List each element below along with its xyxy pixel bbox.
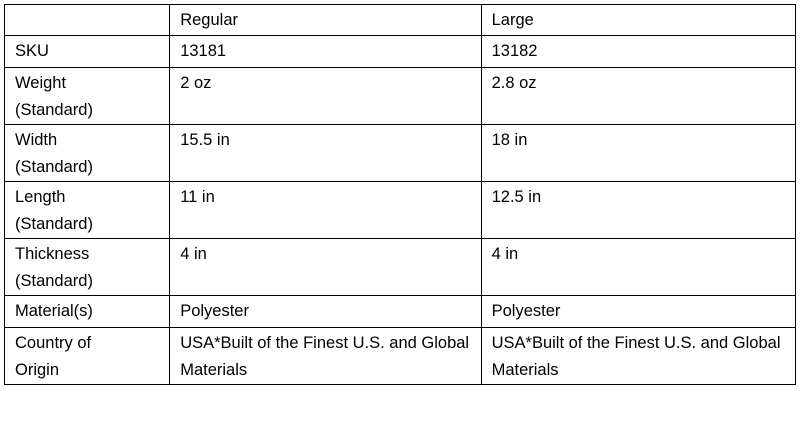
large-value: USA*Built of the Finest U.S. and Global … [480,327,797,385]
header-cell-empty [3,4,171,36]
row-label: Width (Standard) [3,124,171,182]
row-label: SKU [3,35,171,68]
large-value: 13182 [480,35,797,68]
regular-value: 13181 [169,35,482,68]
row-label: Weight (Standard) [3,67,171,125]
header-cell-regular: Regular [169,4,482,36]
row-label: Thickness (Standard) [3,238,171,296]
large-value: 12.5 in [480,181,797,239]
row-label: Length (Standard) [3,181,171,239]
large-value: 2.8 oz [480,67,797,125]
product-spec-table: Regular Large SKU 13181 13182 Weight (St… [3,4,797,385]
table-row: Country of Origin USA*Built of the Fines… [3,327,797,385]
header-row: Regular Large [3,4,797,36]
large-value: Polyester [480,295,797,328]
table-row: Length (Standard) 11 in 12.5 in [3,181,797,239]
table-row: Width (Standard) 15.5 in 18 in [3,124,797,182]
table-row: Material(s) Polyester Polyester [3,295,797,328]
regular-value: 15.5 in [169,124,482,182]
row-label: Country of Origin [3,327,171,385]
table-row: SKU 13181 13182 [3,35,797,68]
regular-value: USA*Built of the Finest U.S. and Global … [169,327,482,385]
table-row: Weight (Standard) 2 oz 2.8 oz [3,67,797,125]
regular-value: 2 oz [169,67,482,125]
large-value: 4 in [480,238,797,296]
row-label: Material(s) [3,295,171,328]
large-value: 18 in [480,124,797,182]
table-row: Thickness (Standard) 4 in 4 in [3,238,797,296]
regular-value: Polyester [169,295,482,328]
regular-value: 4 in [169,238,482,296]
regular-value: 11 in [169,181,482,239]
header-cell-large: Large [480,4,797,36]
